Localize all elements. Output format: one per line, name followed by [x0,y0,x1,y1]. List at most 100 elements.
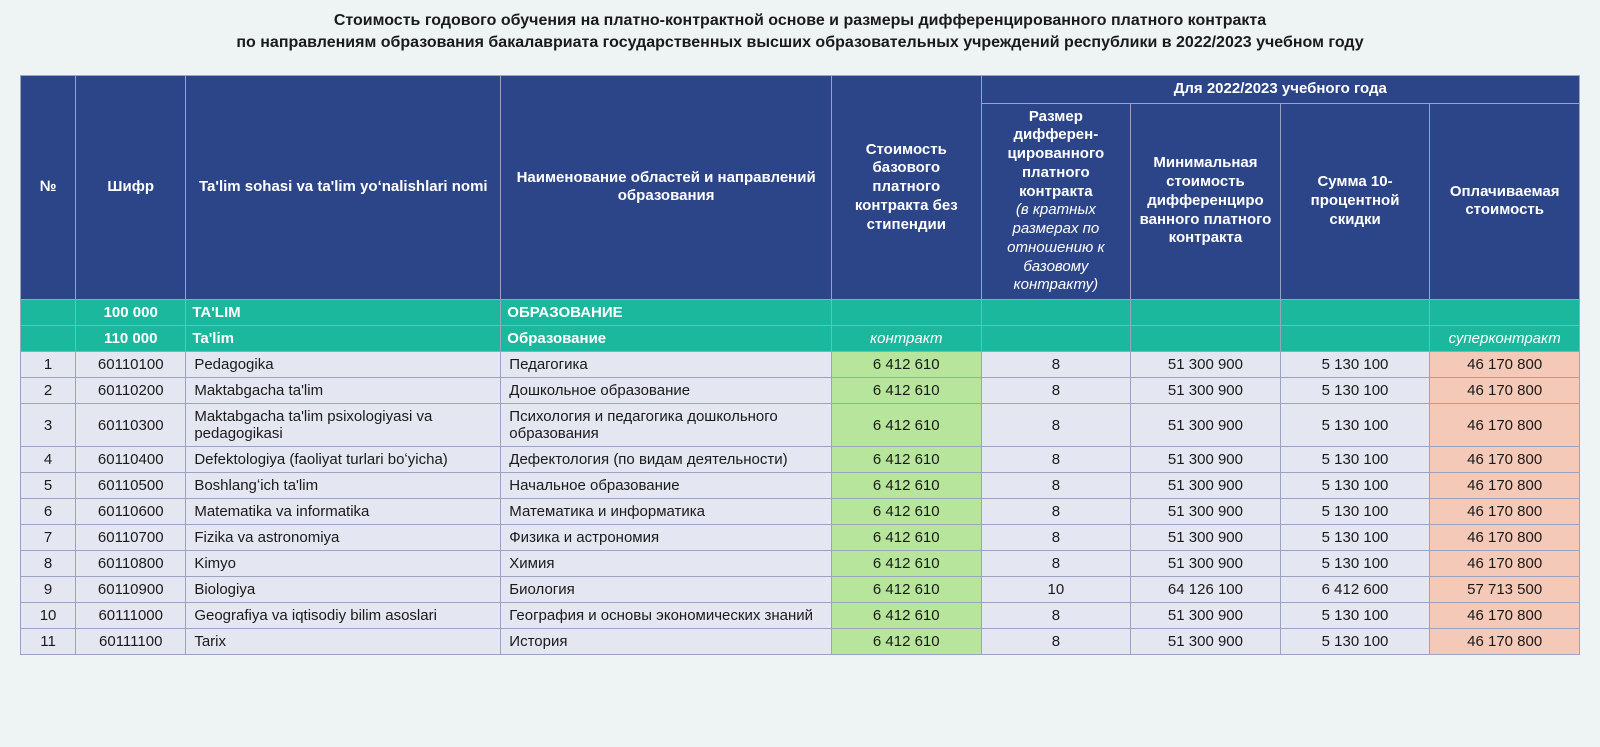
cell-mult: 10 [981,577,1131,603]
cell-min: 51 300 900 [1131,378,1281,404]
table-row: 460110400 Defektologiya (faoliyat turlar… [21,447,1580,473]
cell-uz: Fizika va astronomiya [186,525,501,551]
cell-cost: 6 412 610 [831,603,981,629]
cell-mult: 8 [981,378,1131,404]
cell-n: 9 [21,577,76,603]
cell-pay: 46 170 800 [1430,603,1580,629]
cell-mult: 8 [981,629,1131,655]
cell-code: 60110700 [76,525,186,551]
cost-label: контракт [831,326,981,352]
cell-min: 51 300 900 [1131,629,1281,655]
tuition-table: № Шифр Ta'lim sohasi va ta'lim yoʻnalish… [20,75,1580,655]
table-row: 1160111100 TarixИстория6 412 610851 300 … [21,629,1580,655]
cell-min: 64 126 100 [1131,577,1281,603]
cell-cost: 6 412 610 [831,629,981,655]
col-min: Минимальная стоимость дифференциро ванно… [1131,103,1281,300]
table-row: 560110500 Boshlangʻich ta'limНачальное о… [21,473,1580,499]
cell-ru: Химия [501,551,832,577]
cell-code: 60110100 [76,352,186,378]
cell-pay: 46 170 800 [1430,551,1580,577]
cell-code: 60110500 [76,473,186,499]
cell-mult: 8 [981,603,1131,629]
title-line-2: по направлениям образования бакалавриата… [100,32,1500,54]
cell-uz: Maktabgacha ta'lim [186,378,501,404]
table-row: 760110700 Fizika va astronomiyaФизика и … [21,525,1580,551]
cell-n: 1 [21,352,76,378]
cell-ru: История [501,629,832,655]
cell-disc: 5 130 100 [1280,447,1430,473]
cell-cost: 6 412 610 [831,404,981,447]
cell-min: 51 300 900 [1131,603,1281,629]
cell-n: 8 [21,551,76,577]
table-row: 160110100 PedagogikaПедагогика6 412 6108… [21,352,1580,378]
table-row: 860110800 KimyoХимия6 412 610851 300 900… [21,551,1580,577]
col-uz: Ta'lim sohasi va ta'lim yoʻnalishlari no… [186,75,501,299]
cell-mult: 8 [981,447,1131,473]
cell-uz: Kimyo [186,551,501,577]
cell-uz: Boshlangʻich ta'lim [186,473,501,499]
cell-uz: Pedagogika [186,352,501,378]
cell-pay: 57 713 500 [1430,577,1580,603]
col-disc: Сумма 10-процентной скидки [1280,103,1430,300]
table-row: 1060111000 Geografiya va iqtisodiy bilim… [21,603,1580,629]
cell-code: 60111100 [76,629,186,655]
section-code: 100 000 [76,300,186,326]
cell-uz: Maktabgacha ta'lim psixologiyasi va peda… [186,404,501,447]
cell-min: 51 300 900 [1131,473,1281,499]
cell-min: 51 300 900 [1131,551,1281,577]
cell-pay: 46 170 800 [1430,378,1580,404]
cell-uz: Tarix [186,629,501,655]
cell-ru: Биология [501,577,832,603]
cell-code: 60110300 [76,404,186,447]
title-line-1: Стоимость годового обучения на платно-ко… [100,10,1500,32]
cell-mult: 8 [981,352,1131,378]
col-code: Шифр [76,75,186,299]
table-row: 260110200 Maktabgacha ta'limДошкольное о… [21,378,1580,404]
cell-code: 60110200 [76,378,186,404]
cell-uz: Defektologiya (faoliyat turlari boʻyicha… [186,447,501,473]
cell-code: 60110600 [76,499,186,525]
cell-cost: 6 412 610 [831,499,981,525]
cell-ru: Дефектология (по видам деятельности) [501,447,832,473]
cell-code: 60110800 [76,551,186,577]
cell-n: 7 [21,525,76,551]
cell-n: 11 [21,629,76,655]
cell-n: 2 [21,378,76,404]
section-row-main: 100 000 TA'LIM ОБРАЗОВАНИЕ [21,300,1580,326]
cell-pay: 46 170 800 [1430,447,1580,473]
cell-disc: 5 130 100 [1280,404,1430,447]
cell-min: 51 300 900 [1131,352,1281,378]
cell-n: 5 [21,473,76,499]
section-uz: TA'LIM [186,300,501,326]
cell-n: 6 [21,499,76,525]
cell-ru: Педагогика [501,352,832,378]
col-mult-sub: (в кратных размерах по отношению к базов… [988,201,1125,295]
cell-min: 51 300 900 [1131,447,1281,473]
cell-disc: 5 130 100 [1280,473,1430,499]
pay-label: суперконтракт [1430,326,1580,352]
cell-mult: 8 [981,404,1131,447]
cell-code: 60111000 [76,603,186,629]
cell-uz: Geografiya va iqtisodiy bilim asoslari [186,603,501,629]
cell-disc: 5 130 100 [1280,499,1430,525]
cell-uz: Biologiya [186,577,501,603]
cell-cost: 6 412 610 [831,551,981,577]
cell-ru: Начальное образование [501,473,832,499]
cell-ru: Физика и астрономия [501,525,832,551]
cell-pay: 46 170 800 [1430,473,1580,499]
cell-pay: 46 170 800 [1430,352,1580,378]
cell-code: 60110400 [76,447,186,473]
cell-min: 51 300 900 [1131,499,1281,525]
cell-disc: 5 130 100 [1280,551,1430,577]
subsection-uz: Ta'lim [186,326,501,352]
section-ru: ОБРАЗОВАНИЕ [501,300,832,326]
cell-disc: 5 130 100 [1280,378,1430,404]
col-mult: Размер дифферен-цированного платного кон… [981,103,1131,300]
cell-min: 51 300 900 [1131,525,1281,551]
cell-cost: 6 412 610 [831,378,981,404]
col-pay: Оплачиваемая стоимость [1430,103,1580,300]
cell-pay: 46 170 800 [1430,629,1580,655]
cell-pay: 46 170 800 [1430,404,1580,447]
table-row: 660110600 Matematika va informatikaМатем… [21,499,1580,525]
col-cost: Стоимость базового платного контракта бе… [831,75,981,299]
